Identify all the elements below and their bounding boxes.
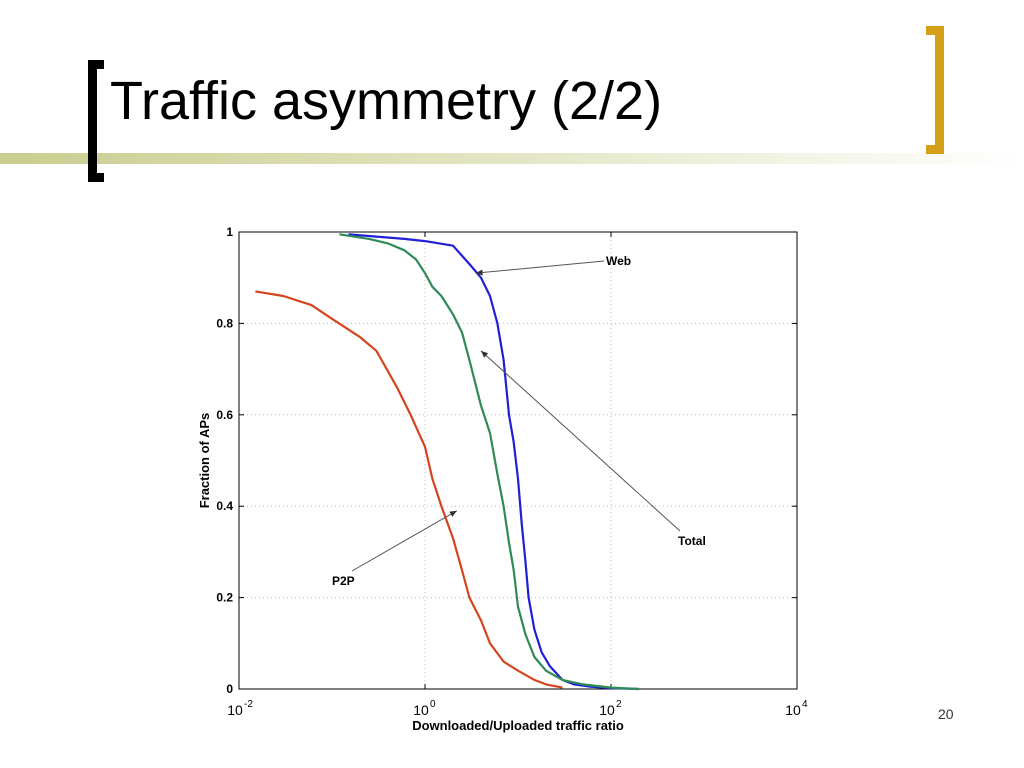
y-tick-label: 0.8 xyxy=(216,316,233,330)
left-bracket-decoration xyxy=(88,60,104,182)
y-tick-label: 1 xyxy=(226,225,233,239)
y-tick-label: 0.4 xyxy=(216,499,233,513)
annotation-arrow-web xyxy=(475,260,605,276)
title-accent-bar xyxy=(0,153,1024,164)
x-tick-label: 10 xyxy=(785,702,801,718)
right-bracket-decoration xyxy=(926,26,944,154)
y-tick-label: 0.2 xyxy=(216,591,233,605)
y-tick-label: 0.6 xyxy=(216,408,233,422)
plot-frame xyxy=(238,231,798,690)
x-axis-label: Downloaded/Uploaded traffic ratio xyxy=(412,718,624,733)
slide-title: Traffic asymmetry (2/2) xyxy=(110,71,663,131)
x-tick-label: 10 xyxy=(599,702,615,718)
y-axis-label: Fraction of APs xyxy=(197,413,212,509)
annotation-label-total: Total xyxy=(678,534,706,548)
x-tick-label: 10 xyxy=(227,702,243,718)
y-tick-label: 0 xyxy=(226,682,233,696)
annotation-label-p2p: P2P xyxy=(332,574,355,588)
annotation-arrow-total xyxy=(480,350,681,532)
series-line-total xyxy=(339,233,640,691)
annotation-arrow-p2p xyxy=(351,510,458,572)
slide-number: 20 xyxy=(938,706,954,722)
x-tick-exponent: 4 xyxy=(802,699,808,710)
annotation-label-web: Web xyxy=(606,254,631,268)
x-tick-exponent: 2 xyxy=(616,699,622,710)
x-tick-exponent: 0 xyxy=(430,699,436,710)
x-tick-exponent: -2 xyxy=(244,699,253,710)
series-line-p2p xyxy=(255,290,563,689)
plot-area xyxy=(239,232,797,689)
x-tick-label: 10 xyxy=(413,702,429,718)
